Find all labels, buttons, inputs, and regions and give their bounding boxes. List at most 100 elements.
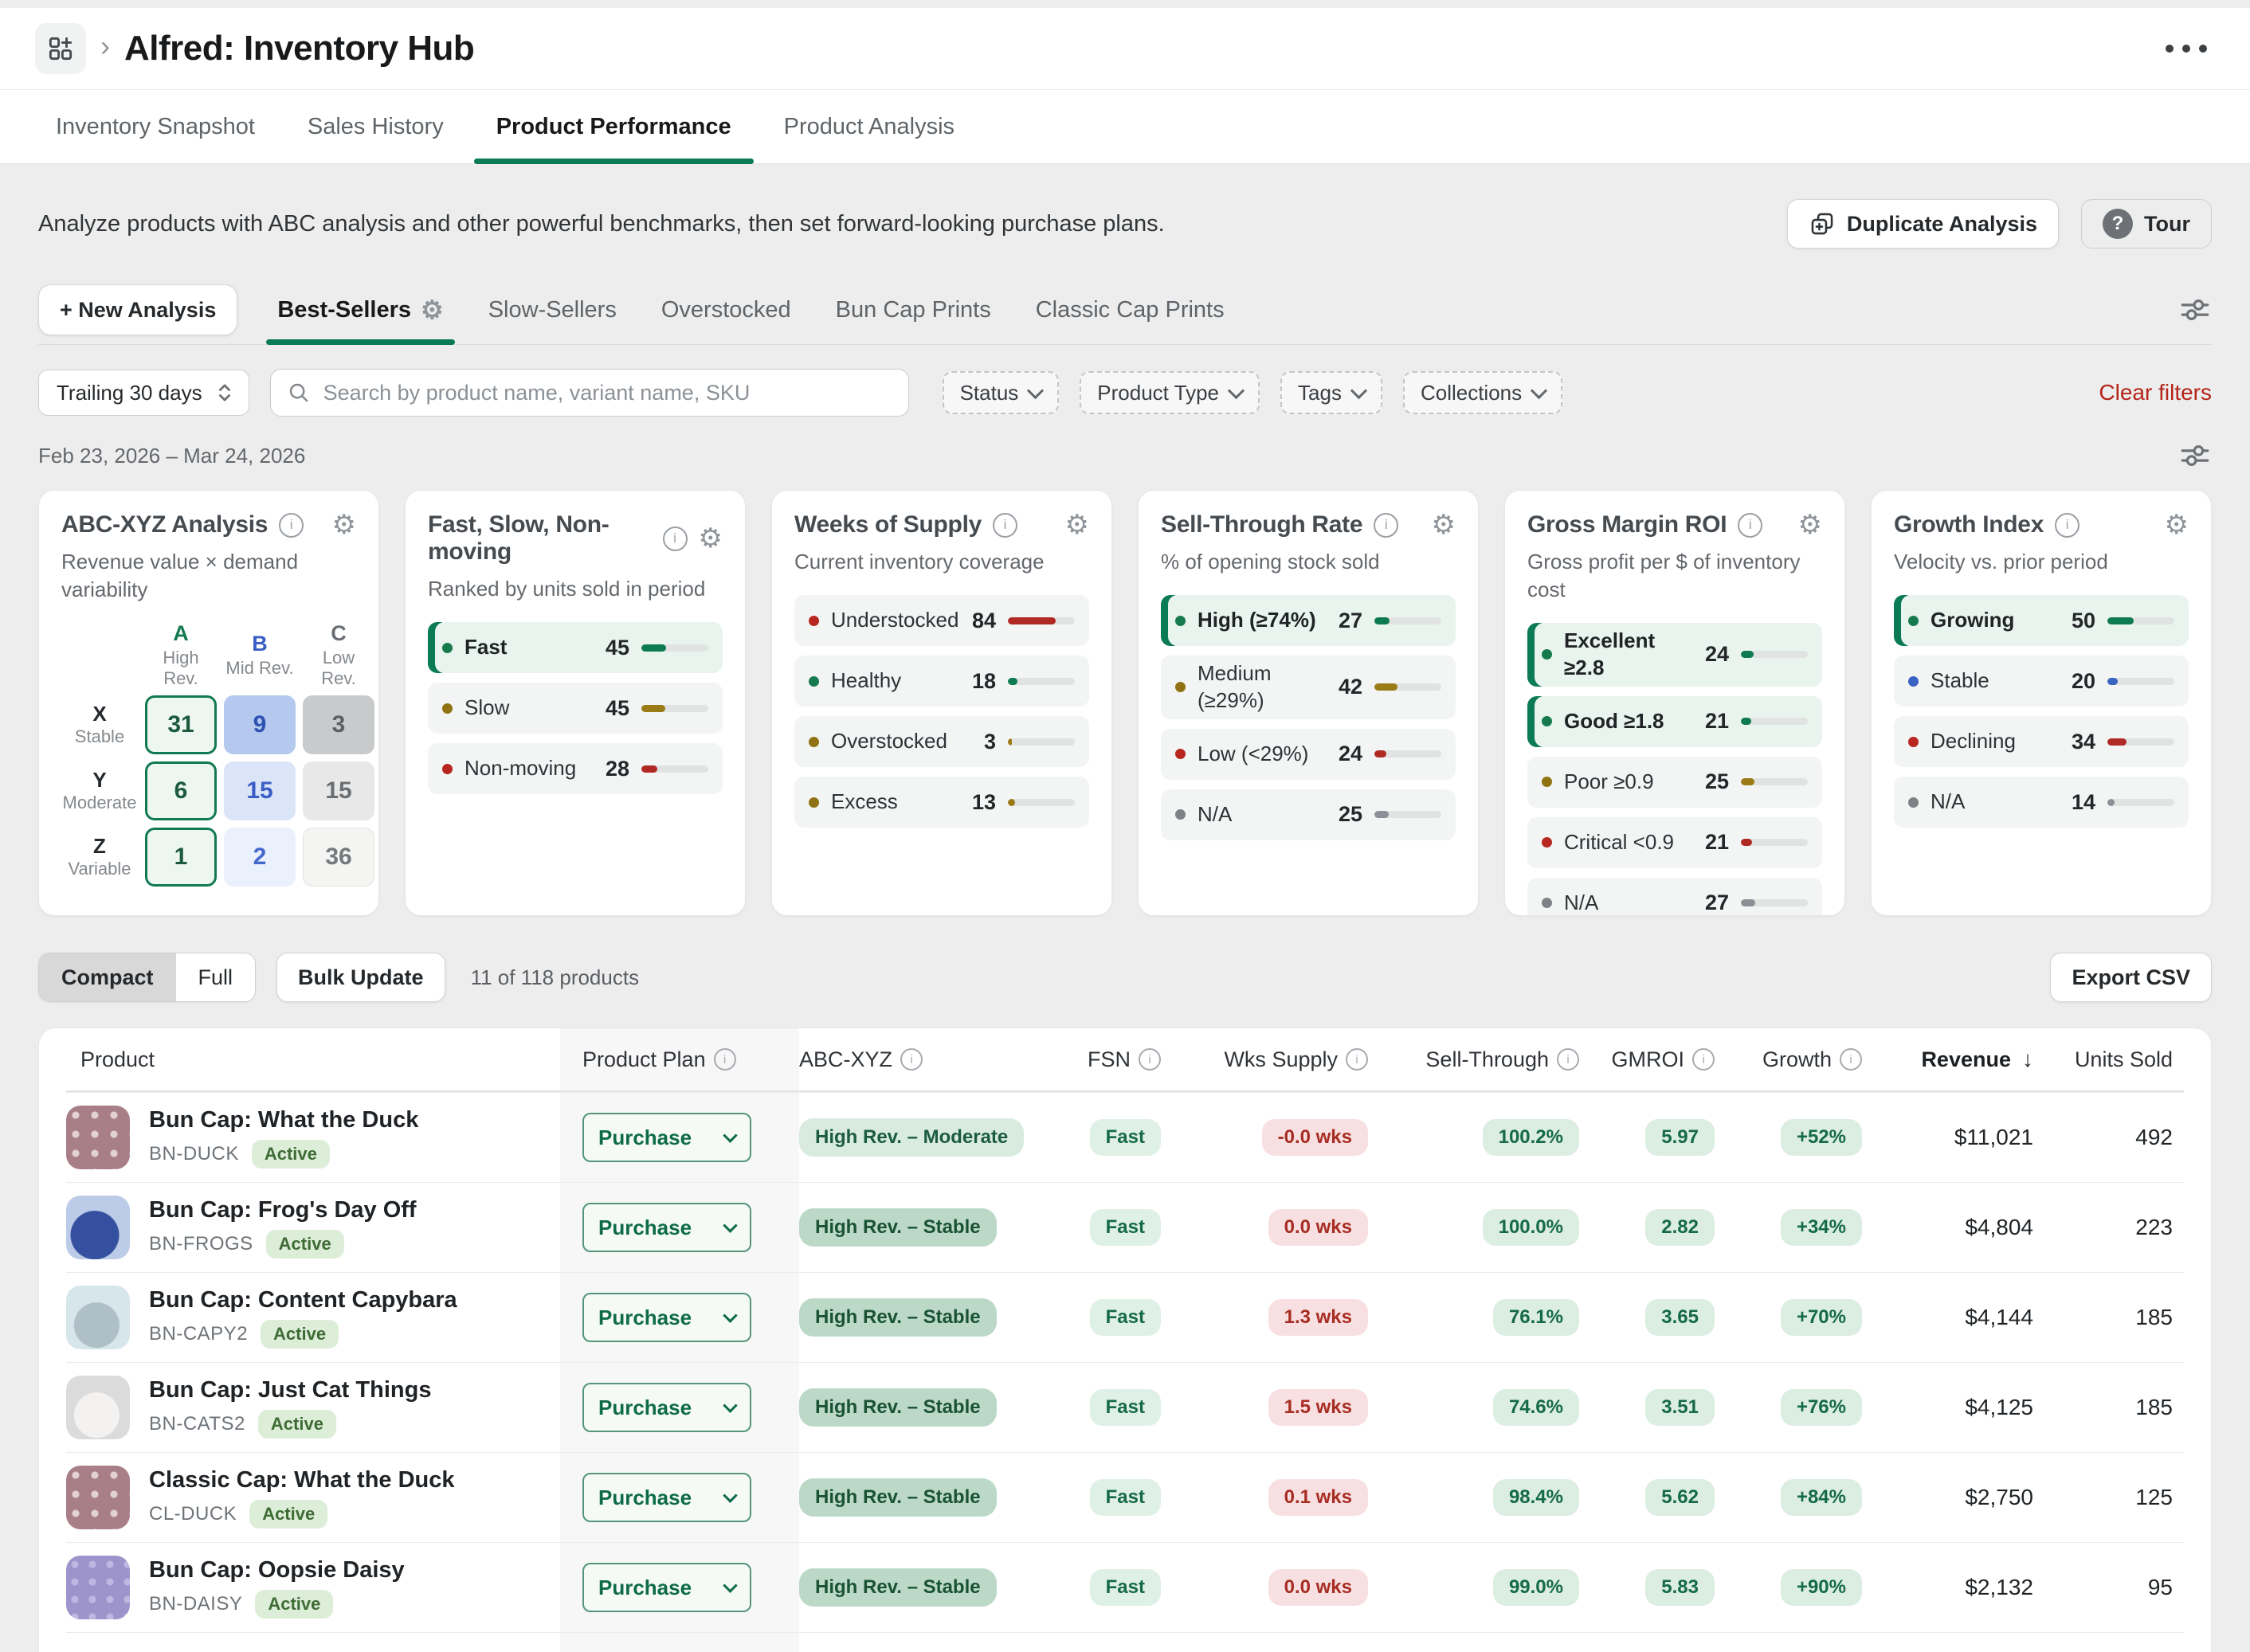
search-box[interactable] <box>269 369 909 417</box>
clear-filters-link[interactable]: Clear filters <box>2099 380 2212 405</box>
search-input[interactable] <box>321 379 892 406</box>
abc-cell-ay[interactable]: 6 <box>145 761 217 820</box>
product-plan-select[interactable]: Purchase <box>582 1473 751 1522</box>
col-revenue[interactable]: Revenue ↓ <box>1921 1047 2033 1071</box>
sliders-icon[interactable] <box>2178 293 2212 327</box>
gear-icon[interactable]: ⚙ <box>1064 510 1089 540</box>
analysis-tab-classic-cap-prints[interactable]: Classic Cap Prints <box>1035 296 1225 323</box>
metric-row-low[interactable]: Low (<29%) 24 <box>1161 728 1456 780</box>
col-wks-supply[interactable]: Wks Supply i <box>1174 1028 1381 1090</box>
col-product[interactable]: Product <box>80 1047 155 1071</box>
product-plan-select[interactable]: Purchase <box>582 1293 751 1342</box>
col-units-sold[interactable]: Units Sold <box>2074 1047 2173 1071</box>
analysis-tab-slow-sellers[interactable]: Slow-Sellers <box>488 296 617 323</box>
abc-cell-az[interactable]: 1 <box>145 827 217 887</box>
metric-row-non-moving[interactable]: Non-moving 28 <box>428 743 723 795</box>
abc-cell-bx[interactable]: 9 <box>224 695 296 754</box>
table-row[interactable]: Classic Cap: What the Duck CL-DUCK Active… <box>66 1452 2184 1542</box>
metric-row-medium[interactable]: Medium (≥29%) 42 <box>1161 656 1456 719</box>
abc-cell-by[interactable]: 15 <box>224 761 296 820</box>
sliders-icon[interactable] <box>2178 439 2212 472</box>
table-row[interactable] <box>66 1632 2184 1652</box>
metric-row-stable[interactable]: Stable 20 <box>1894 656 2189 707</box>
filter-chip-product-type[interactable]: Product Type <box>1080 371 1260 414</box>
metric-row-excellent[interactable]: Excellent ≥2.8 24 <box>1527 623 1822 687</box>
info-icon[interactable]: i <box>1557 1048 1579 1071</box>
export-csv-button[interactable]: Export CSV <box>2050 953 2212 1002</box>
info-icon[interactable]: i <box>900 1048 923 1071</box>
info-icon[interactable]: i <box>662 526 688 551</box>
product-plan-select[interactable]: Purchase <box>582 1203 751 1252</box>
info-icon[interactable]: i <box>1346 1048 1368 1071</box>
filter-chip-status[interactable]: Status <box>942 371 1060 414</box>
table-row[interactable]: Bun Cap: What the Duck BN-DUCK Active Pur… <box>66 1092 2184 1182</box>
compact-toggle[interactable]: Compact <box>39 953 176 1001</box>
info-icon[interactable]: i <box>993 512 1018 538</box>
metric-row-healthy[interactable]: Healthy 18 <box>794 656 1089 707</box>
abc-cell-cy[interactable]: 15 <box>303 761 374 820</box>
metric-row-overstocked[interactable]: Overstocked 3 <box>794 716 1089 768</box>
product-name[interactable]: Bun Cap: Frog's Day Off <box>149 1196 417 1223</box>
tab-sales-history[interactable]: Sales History <box>307 113 444 139</box>
tab-product-performance[interactable]: Product Performance <box>473 90 754 164</box>
gear-icon[interactable]: ⚙ <box>698 523 723 554</box>
metric-row-na[interactable]: N/A 14 <box>1894 777 2189 828</box>
product-plan-select[interactable]: Purchase <box>582 1113 751 1162</box>
new-analysis-button[interactable]: + New Analysis <box>38 284 238 335</box>
col-abc-xyz[interactable]: ABC-XYZ i <box>799 1028 1062 1090</box>
info-icon[interactable]: i <box>2055 512 2080 538</box>
filter-chip-tags[interactable]: Tags <box>1280 371 1382 414</box>
gear-icon[interactable]: ⚙ <box>421 296 444 324</box>
app-grid-icon[interactable] <box>35 23 86 74</box>
duplicate-analysis-button[interactable]: Duplicate Analysis <box>1786 199 2060 249</box>
tab-product-analysis[interactable]: Product Analysis <box>783 113 955 139</box>
metric-row-growing[interactable]: Growing 50 <box>1894 595 2189 647</box>
gear-icon[interactable]: ⚙ <box>2164 510 2189 540</box>
metric-row-na[interactable]: N/A 27 <box>1527 877 1822 915</box>
info-icon[interactable]: i <box>279 512 304 538</box>
metric-row-poor[interactable]: Poor ≥0.9 25 <box>1527 756 1822 808</box>
metric-row-good[interactable]: Good ≥1.8 21 <box>1527 695 1822 747</box>
metric-row-declining[interactable]: Declining 34 <box>1894 716 2189 768</box>
overflow-menu-icon[interactable] <box>2158 37 2215 61</box>
analysis-tab-best-sellers[interactable]: Best-Sellers ⚙ <box>266 276 456 345</box>
col-sell-through[interactable]: Sell-Through i <box>1381 1028 1592 1090</box>
full-toggle[interactable]: Full <box>175 953 256 1001</box>
gear-icon[interactable]: ⚙ <box>331 510 356 540</box>
metric-row-critical[interactable]: Critical <0.9 21 <box>1527 816 1822 868</box>
product-plan-select[interactable]: Purchase <box>582 1563 751 1612</box>
abc-cell-ax[interactable]: 31 <box>145 695 217 754</box>
product-name[interactable]: Bun Cap: What the Duck <box>149 1106 419 1133</box>
metric-row-high[interactable]: High (≥74%) 27 <box>1161 595 1456 647</box>
product-plan-select[interactable]: Purchase <box>582 1383 751 1432</box>
info-icon[interactable]: i <box>1139 1048 1161 1071</box>
info-icon[interactable]: i <box>713 1048 736 1071</box>
table-row[interactable]: Bun Cap: Oopsie Daisy BN-DAISY Active Pur… <box>66 1542 2184 1632</box>
product-name[interactable]: Bun Cap: Content Capybara <box>149 1286 457 1313</box>
date-range-select[interactable]: Trailing 30 days <box>38 370 249 416</box>
abc-cell-cx[interactable]: 3 <box>303 695 374 754</box>
col-growth[interactable]: Growth i <box>1727 1028 1875 1090</box>
metric-row-fast[interactable]: Fast 45 <box>428 622 723 674</box>
col-product-plan[interactable]: Product Plan i <box>560 1028 799 1090</box>
bulk-update-button[interactable]: Bulk Update <box>276 953 445 1002</box>
tour-button[interactable]: ? Tour <box>2081 199 2212 249</box>
gear-icon[interactable]: ⚙ <box>1797 510 1822 540</box>
filter-chip-collections[interactable]: Collections <box>1402 371 1563 414</box>
table-row[interactable]: Bun Cap: Content Capybara BN-CAPY2 Active… <box>66 1272 2184 1362</box>
info-icon[interactable]: i <box>1738 512 1763 538</box>
abc-cell-bz[interactable]: 2 <box>224 827 296 887</box>
analysis-tab-overstocked[interactable]: Overstocked <box>660 296 791 323</box>
info-icon[interactable]: i <box>1692 1048 1715 1071</box>
metric-row-slow[interactable]: Slow 45 <box>428 683 723 734</box>
table-row[interactable]: Bun Cap: Just Cat Things BN-CATS2 Active … <box>66 1362 2184 1452</box>
col-gmroi[interactable]: GMROI i <box>1592 1028 1727 1090</box>
metric-row-na[interactable]: N/A 25 <box>1161 789 1456 840</box>
product-name[interactable]: Bun Cap: Oopsie Daisy <box>149 1556 405 1583</box>
metric-row-excess[interactable]: Excess 13 <box>794 777 1089 828</box>
metric-row-understocked[interactable]: Understocked 84 <box>794 595 1089 647</box>
col-fsn[interactable]: FSN i <box>1062 1028 1174 1090</box>
info-icon[interactable]: i <box>1840 1048 1862 1071</box>
table-row[interactable]: Bun Cap: Frog's Day Off BN-FROGS Active P… <box>66 1182 2184 1272</box>
tab-inventory-snapshot[interactable]: Inventory Snapshot <box>56 113 255 139</box>
